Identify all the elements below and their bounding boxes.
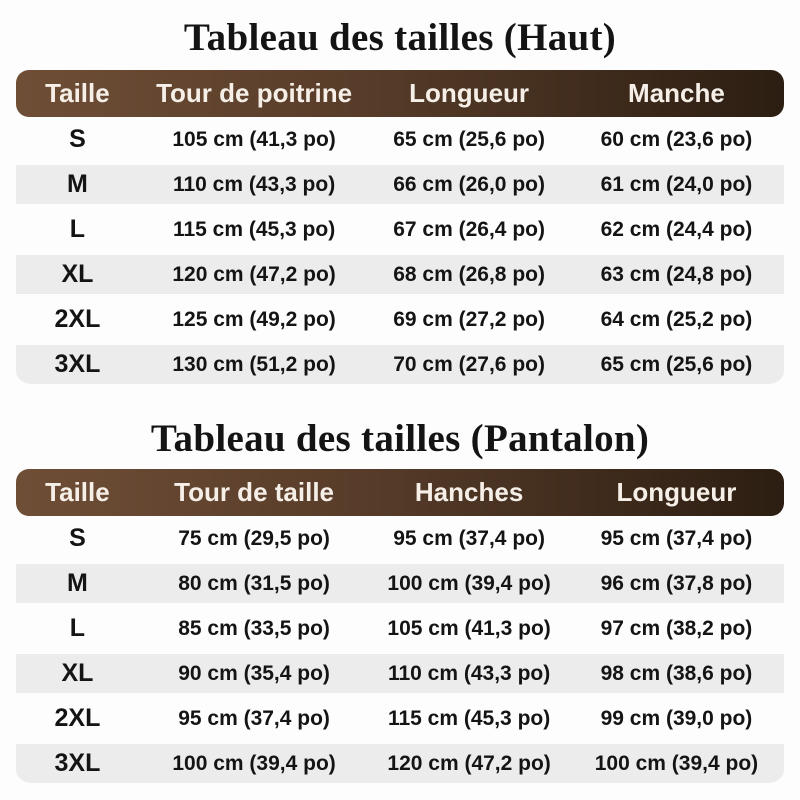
size-label-cell: L: [69, 215, 86, 243]
size-label-cell: XL: [61, 659, 94, 687]
measurement-cell: 115 cm (45,3 po): [172, 217, 336, 241]
table-row: S 105 cm (41,3 po) 65 cm (25,6 po) 60 cm (2…: [16, 117, 784, 162]
measurement-cell: 60 cm (23,6 po): [600, 127, 753, 151]
measurement-cell: 66 cm (26,0 po): [393, 172, 545, 196]
table-row: M 80 cm (31,5 po) 100 cm (39,4 po) 96 cm (3…: [16, 561, 784, 606]
table-body-haut: S 105 cm (41,3 po) 65 cm (25,6 po) 60 cm (2…: [16, 117, 784, 387]
size-label-cell: 2XL: [54, 305, 101, 333]
measurement-cell: 65 cm (25,6 po): [393, 127, 545, 151]
size-label-cell: 3XL: [54, 749, 101, 777]
measurement-cell: 98 cm (38,6 po): [600, 661, 753, 685]
measurement-cell: 63 cm (24,8 po): [600, 262, 753, 286]
column-header: Longueur: [409, 78, 530, 108]
column-header: Taille: [45, 78, 110, 108]
measurement-cell: 100 cm (39,4 po): [594, 751, 759, 775]
size-label-cell: M: [67, 569, 88, 597]
measurement-cell: 105 cm (41,3 po): [172, 127, 336, 151]
measurement-cell: 110 cm (43,3 po): [387, 661, 551, 685]
measurement-cell: 99 cm (39,0 po): [600, 706, 753, 730]
table-header-pantalon: Taille Tour de taille Hanches Longueur: [16, 469, 784, 516]
table-row: L 115 cm (45,3 po) 67 cm (26,4 po) 62 cm (2…: [16, 207, 784, 252]
size-label-cell: XL: [61, 260, 94, 288]
size-label-cell: 2XL: [54, 704, 101, 732]
measurement-cell: 100 cm (39,4 po): [387, 571, 551, 595]
measurement-cell: 69 cm (27,2 po): [393, 307, 545, 331]
measurement-cell: 97 cm (38,2 po): [600, 616, 753, 640]
measurement-cell: 85 cm (33,5 po): [178, 616, 330, 640]
measurement-cell: 120 cm (47,2 po): [387, 751, 551, 775]
table-row: XL 120 cm (47,2 po) 68 cm (26,8 po) 63 cm (…: [16, 252, 784, 297]
column-header: Taille: [45, 477, 110, 507]
size-label-cell: L: [69, 614, 86, 642]
column-header: Manche: [628, 78, 725, 108]
measurement-cell: 95 cm (37,4 po): [393, 526, 545, 550]
measurement-cell: 105 cm (41,3 po): [387, 616, 551, 640]
table-header-haut: Taille Tour de poitrine Longueur Manche: [16, 70, 784, 117]
table-row: 2XL 95 cm (37,4 po) 115 cm (45,3 po) 99 cm …: [16, 696, 784, 741]
column-header: Tour de taille: [174, 477, 334, 507]
table-row: 3XL 130 cm (51,2 po) 70 cm (27,6 po) 65 cm …: [16, 342, 784, 387]
size-label-cell: S: [69, 125, 86, 153]
table-row: 3XL 100 cm (39,4 po) 120 cm (47,2 po) 100 c…: [16, 741, 784, 786]
table-row: M 110 cm (43,3 po) 66 cm (26,0 po) 61 cm (2…: [16, 162, 784, 207]
measurement-cell: 90 cm (35,4 po): [178, 661, 330, 685]
measurement-cell: 61 cm (24,0 po): [600, 172, 753, 196]
table-row: XL 90 cm (35,4 po) 110 cm (43,3 po) 98 cm (…: [16, 651, 784, 696]
measurement-cell: 95 cm (37,4 po): [178, 706, 330, 730]
measurement-cell: 115 cm (45,3 po): [387, 706, 551, 730]
size-table-pantalon: Taille Tour de taille Hanches Longueur S 75 …: [16, 469, 784, 786]
column-header: Longueur: [616, 477, 737, 507]
measurement-cell: 125 cm (49,2 po): [172, 307, 336, 331]
table-row: 2XL 125 cm (49,2 po) 69 cm (27,2 po) 64 cm …: [16, 297, 784, 342]
table-row: S 75 cm (29,5 po) 95 cm (37,4 po) 95 cm (37…: [16, 516, 784, 561]
measurement-cell: 67 cm (26,4 po): [393, 217, 545, 241]
measurement-cell: 130 cm (51,2 po): [172, 352, 336, 376]
size-label-cell: M: [67, 170, 88, 198]
measurement-cell: 70 cm (27,6 po): [393, 352, 545, 376]
table-title-pantalon: Tableau des tailles (Pantalon): [150, 417, 650, 460]
column-header: Tour de poitrine: [156, 78, 353, 108]
table-body-pantalon: S 75 cm (29,5 po) 95 cm (37,4 po) 95 cm (37…: [16, 516, 784, 786]
measurement-cell: 65 cm (25,6 po): [600, 352, 753, 376]
table-title-haut: Tableau des tailles (Haut): [183, 16, 617, 59]
size-table-haut: Taille Tour de poitrine Longueur Manche S 10…: [16, 70, 784, 387]
measurement-cell: 62 cm (24,4 po): [600, 217, 753, 241]
measurement-cell: 120 cm (47,2 po): [172, 262, 336, 286]
size-label-cell: S: [69, 524, 86, 552]
measurement-cell: 75 cm (29,5 po): [178, 526, 330, 550]
measurement-cell: 68 cm (26,8 po): [393, 262, 545, 286]
column-header: Hanches: [414, 477, 524, 507]
measurement-cell: 96 cm (37,8 po): [600, 571, 753, 595]
measurement-cell: 95 cm (37,4 po): [600, 526, 753, 550]
table-row: L 85 cm (33,5 po) 105 cm (41,3 po) 97 cm (3…: [16, 606, 784, 651]
measurement-cell: 80 cm (31,5 po): [178, 571, 330, 595]
measurement-cell: 64 cm (25,2 po): [600, 307, 753, 331]
measurement-cell: 100 cm (39,4 po): [172, 751, 336, 775]
measurement-cell: 110 cm (43,3 po): [172, 172, 336, 196]
size-label-cell: 3XL: [54, 350, 101, 378]
